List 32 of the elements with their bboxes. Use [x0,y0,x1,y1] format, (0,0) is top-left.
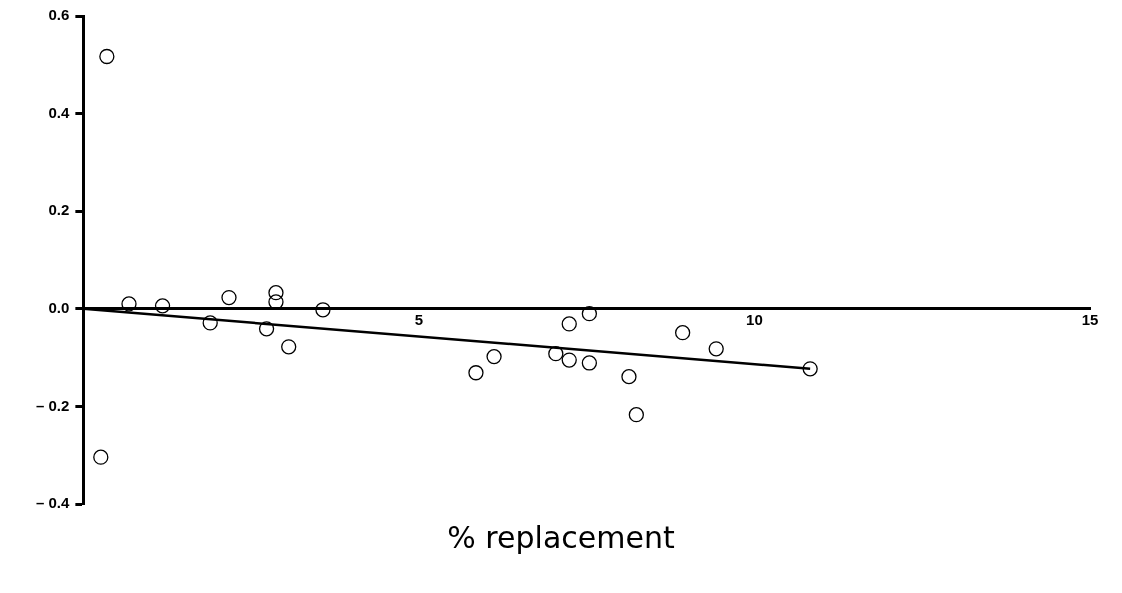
point [315,302,331,318]
y-tick-label: – 0.2 [35,396,70,414]
point [202,315,218,331]
point [802,361,818,377]
x-tick-label: 10 [746,310,763,328]
point [121,296,137,312]
point [486,348,502,365]
point [258,321,275,337]
point [468,365,484,381]
point [281,339,297,355]
x-tick-label: 15 [1081,310,1099,328]
point [628,407,644,423]
y-tick-label: 0.2 [48,201,70,219]
point [268,285,284,301]
y-tick-label: – 0.4 [35,494,71,512]
x-axis-title: % replacement [446,520,676,555]
point [621,368,637,385]
point [581,306,598,322]
y-tick-label: 0.6 [48,6,70,24]
point [581,355,598,371]
point [708,341,724,357]
y-tick-label: 0.4 [48,103,71,121]
point [154,298,171,314]
point [221,289,237,306]
point [99,48,115,65]
y-tick-label: 0.0 [48,298,70,316]
point [561,352,577,368]
point [93,449,109,465]
point [561,316,577,332]
point [675,325,691,341]
x-tick-label: 5 [414,310,424,328]
point [548,346,564,362]
